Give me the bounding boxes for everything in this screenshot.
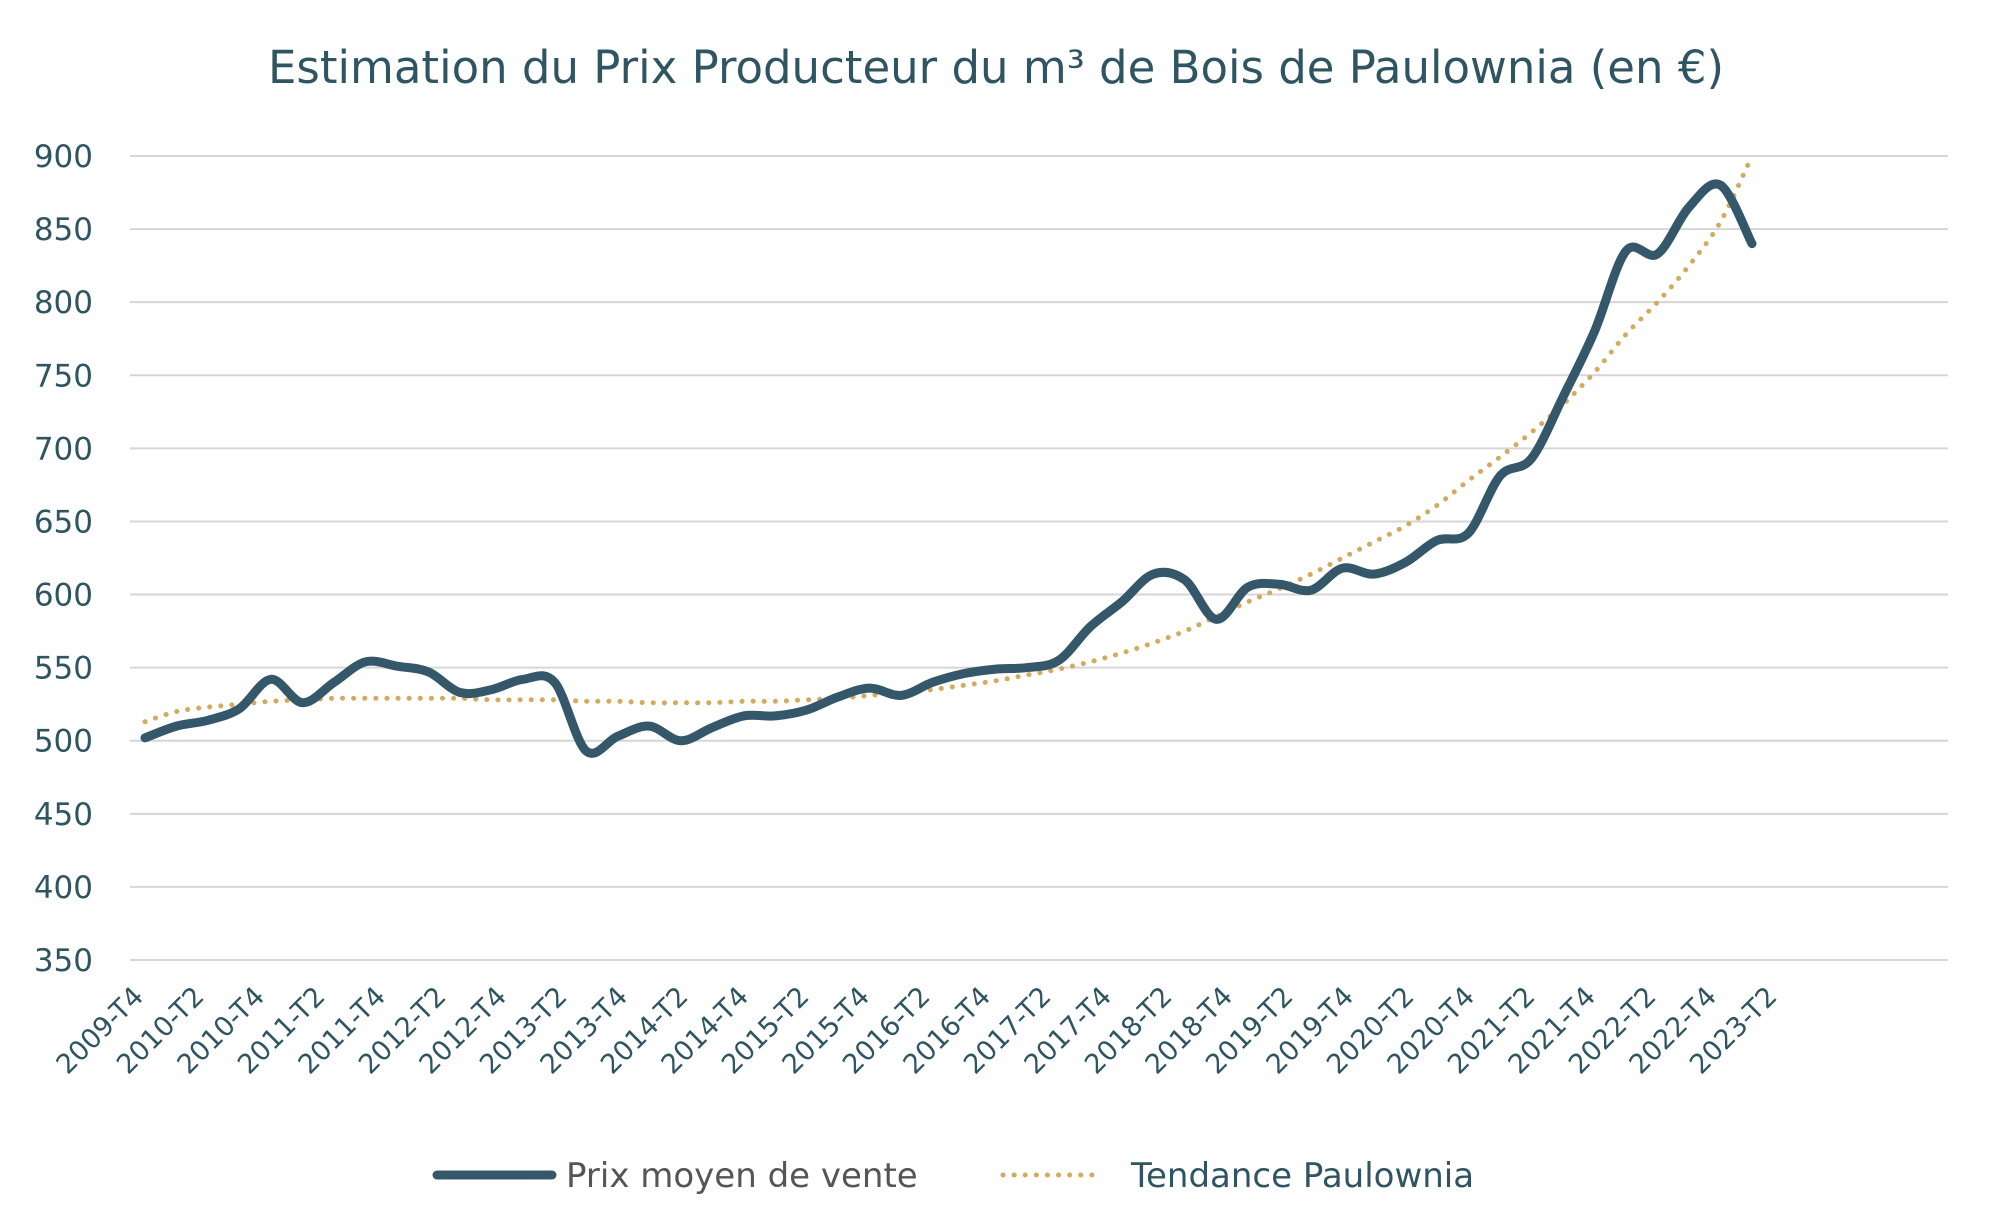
y-tick-label: 750 — [34, 358, 93, 394]
y-tick-label: 550 — [34, 651, 93, 687]
y-tick-label: 450 — [34, 797, 93, 833]
series-line-tendance-paulownia — [142, 153, 1755, 725]
y-tick-label: 850 — [34, 212, 93, 248]
legend-label-tendance: Tendance Paulownia — [1130, 1156, 1474, 1196]
y-tick-label: 650 — [34, 504, 93, 540]
series-line-prix-moyen-de-vente — [140, 179, 1757, 758]
legend-label-prix-moyen: Prix moyen de vente — [566, 1156, 918, 1196]
y-tick-label: 400 — [34, 870, 93, 906]
y-tick-label: 900 — [34, 139, 93, 175]
grid-layer — [130, 155, 1948, 961]
y-tick-label: 350 — [34, 943, 93, 979]
legend: Prix moyen de vente Tendance Paulownia — [432, 1156, 1474, 1196]
y-tick-label: 700 — [34, 431, 93, 467]
y-axis: 900 850 800 750 700 650 600 550 500 450 400 350 — [34, 139, 93, 979]
chart-title: Estimation du Prix Producteur du m³ de B… — [268, 41, 1724, 94]
y-tick-label: 500 — [34, 724, 93, 760]
series-layer — [140, 153, 1757, 758]
y-tick-label: 800 — [34, 285, 93, 321]
x-axis: 2009-T42010-T22010-T42011-T22011-T42012-… — [50, 981, 1783, 1080]
y-tick-label: 600 — [34, 578, 93, 614]
